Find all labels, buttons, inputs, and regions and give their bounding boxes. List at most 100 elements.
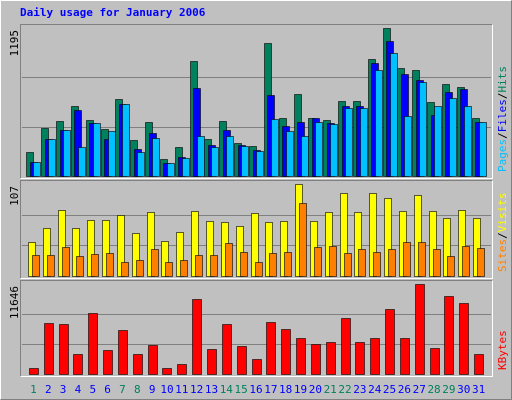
bar — [251, 213, 259, 277]
legend-entry: Pages — [496, 139, 509, 172]
bar — [418, 242, 426, 277]
bar — [236, 226, 244, 277]
x-tick-label: 4 — [75, 383, 82, 396]
bar — [281, 329, 291, 375]
bar — [311, 344, 321, 375]
bar — [403, 242, 411, 277]
bar — [375, 70, 383, 177]
bar — [74, 110, 82, 177]
x-tick-label: 25 — [383, 383, 396, 396]
y-tick-label: 1195 — [8, 30, 21, 57]
bar — [62, 247, 70, 277]
x-tick-label: 31 — [472, 383, 485, 396]
legend-separator: / — [496, 232, 509, 239]
bar — [241, 146, 249, 177]
bar — [464, 106, 472, 177]
bar — [369, 193, 377, 277]
legend-separator: / — [496, 132, 509, 139]
x-tick-label: 11 — [175, 383, 188, 396]
bar — [265, 222, 273, 277]
x-tick-label: 9 — [149, 383, 156, 396]
bar — [462, 246, 470, 277]
bar — [459, 303, 469, 375]
bar — [225, 243, 233, 277]
legend-entry: Visits — [496, 193, 509, 233]
bar — [474, 354, 484, 375]
x-tick-label: 13 — [205, 383, 218, 396]
bar — [193, 88, 201, 177]
bar — [449, 98, 457, 177]
bar — [415, 284, 425, 375]
bar — [255, 262, 263, 277]
bar — [447, 256, 455, 277]
x-tick-label: 22 — [338, 383, 351, 396]
bar — [195, 255, 203, 277]
panel-bevel — [20, 180, 493, 279]
bar — [388, 249, 396, 277]
panel-bevel — [20, 280, 493, 377]
x-tick-label: 1 — [30, 383, 37, 396]
bar — [384, 198, 392, 277]
bar — [355, 342, 365, 375]
bar — [360, 108, 368, 177]
legend-separator: / — [496, 93, 509, 100]
bar — [354, 212, 362, 277]
y-tick-label: 11646 — [8, 286, 21, 319]
bar — [93, 123, 101, 177]
y-tick-label: 107 — [8, 186, 21, 206]
x-tick-label: 21 — [324, 383, 337, 396]
bar — [400, 338, 410, 375]
bar — [414, 195, 422, 277]
x-tick-label: 17 — [264, 383, 277, 396]
bar — [161, 241, 169, 277]
bar — [344, 253, 352, 277]
bar — [314, 247, 322, 277]
panel-bevel — [20, 180, 493, 279]
legend-entry: KBytes — [496, 330, 509, 370]
bar — [147, 212, 155, 277]
bar — [358, 249, 366, 277]
bar — [404, 116, 412, 177]
x-tick-label: 16 — [249, 383, 262, 396]
bar — [419, 82, 427, 177]
bar — [269, 253, 277, 277]
bar — [177, 364, 187, 375]
bar — [133, 354, 143, 375]
bar — [88, 313, 98, 375]
bar — [87, 220, 95, 277]
chart-title: Daily usage for January 2006 — [20, 6, 206, 19]
x-tick-label: 5 — [89, 383, 96, 396]
bar — [117, 215, 125, 277]
bar — [180, 260, 188, 277]
bar — [390, 53, 398, 177]
legend-entry: Files — [496, 99, 509, 132]
bar — [240, 252, 248, 277]
bar — [72, 228, 80, 277]
bar — [271, 119, 279, 177]
x-tick-label: 6 — [104, 383, 111, 396]
bar — [162, 368, 172, 375]
bar — [434, 106, 442, 177]
bar — [118, 330, 128, 375]
bar — [341, 318, 351, 375]
bar — [226, 136, 234, 177]
bar — [91, 254, 99, 277]
bar — [43, 228, 51, 277]
x-tick-label: 7 — [119, 383, 126, 396]
panel-bevel — [20, 24, 493, 179]
bar — [266, 322, 276, 375]
bar — [121, 262, 129, 277]
bar — [301, 136, 309, 177]
bar — [340, 193, 348, 277]
bar — [373, 252, 381, 277]
bar — [44, 323, 54, 375]
bar — [103, 350, 113, 375]
x-tick-label: 24 — [368, 383, 382, 396]
x-tick-label: 26 — [398, 383, 411, 396]
bar — [299, 203, 307, 277]
bar — [192, 299, 202, 375]
x-tick-label: 23 — [353, 383, 366, 396]
bar — [444, 296, 454, 375]
bar — [443, 218, 451, 277]
